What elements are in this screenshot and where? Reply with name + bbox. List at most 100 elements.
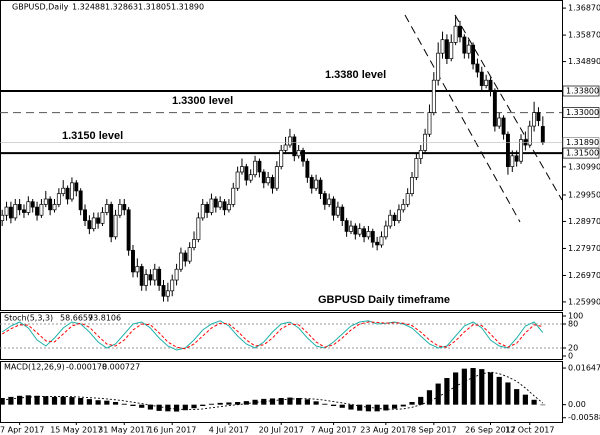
candle-body xyxy=(353,225,358,235)
macd-bar xyxy=(139,404,145,408)
candle-body xyxy=(117,204,122,216)
macd-bar xyxy=(383,404,389,411)
candle-body xyxy=(152,268,157,281)
macd-bar xyxy=(540,404,546,406)
candle-body xyxy=(410,177,414,194)
x-tick-label: 15 May 2017 xyxy=(50,426,102,435)
macd-bar xyxy=(313,401,319,405)
candle-body xyxy=(458,25,462,38)
candle-body xyxy=(292,136,297,157)
stoch-name: Stoch(5,3,3) xyxy=(4,314,53,323)
annotation: 1.3150 level xyxy=(62,130,123,142)
candle-body xyxy=(235,171,240,189)
candle-body xyxy=(87,220,92,230)
macd-bar xyxy=(182,404,188,411)
candle-body xyxy=(91,217,96,230)
macd-tick-label: -0.005881 xyxy=(568,413,600,422)
macd-bar xyxy=(112,402,119,405)
y-tick-label: 1.28970 xyxy=(568,217,600,226)
macd-bar xyxy=(173,404,180,412)
candle-body xyxy=(466,44,471,54)
candle-body xyxy=(56,193,61,205)
macd-bar xyxy=(357,404,363,411)
symbol: GBPUSD,Daily xyxy=(12,3,69,12)
candle-body xyxy=(48,198,53,211)
channel-line xyxy=(454,14,563,201)
candle-body xyxy=(484,79,489,86)
macd-bar xyxy=(296,398,302,405)
candle-body xyxy=(370,231,375,243)
macd-bar xyxy=(95,400,101,405)
macd-bar xyxy=(470,368,476,405)
candle-body xyxy=(436,52,441,81)
candle-body xyxy=(514,155,519,162)
macd-bar xyxy=(17,395,23,405)
annotation: 1.3380 level xyxy=(325,69,386,81)
macd-bar xyxy=(261,398,267,405)
candle-body xyxy=(270,177,275,189)
macd-name: MACD(12,26,9) xyxy=(4,363,65,372)
candle-body xyxy=(74,182,79,192)
candle-body xyxy=(305,160,310,178)
stoch-frame xyxy=(0,312,563,360)
macd-bar xyxy=(330,404,337,406)
candle-body xyxy=(122,204,127,211)
close-label: 1.31890 xyxy=(171,3,204,12)
stoch-line xyxy=(1,320,544,351)
candle-body xyxy=(427,112,432,135)
candle-body xyxy=(335,206,340,216)
y-tick-label: 1.25990 xyxy=(568,297,600,306)
macd-bar xyxy=(505,382,511,405)
macd-bar xyxy=(453,372,459,405)
macd-bar xyxy=(43,396,49,405)
candle-body xyxy=(340,206,345,221)
stoch-main-value: 58.6659 xyxy=(60,314,93,323)
candle-body xyxy=(261,171,266,184)
candle-body xyxy=(8,206,13,219)
candle-body xyxy=(322,193,327,205)
candle-body xyxy=(131,249,135,273)
macd-bar xyxy=(418,396,424,405)
candle-body xyxy=(257,160,262,173)
macd-bar xyxy=(365,404,372,412)
candle-body xyxy=(192,239,196,248)
macd-bar xyxy=(156,404,162,411)
candle-body xyxy=(383,225,388,238)
y-tick-label: 1.29950 xyxy=(568,190,600,199)
candle-body xyxy=(279,150,284,167)
candle-body xyxy=(287,136,292,146)
candle-body xyxy=(440,39,445,54)
candle-body xyxy=(213,198,218,208)
candle-body xyxy=(418,150,423,159)
candle-body xyxy=(375,241,380,246)
macd-bar xyxy=(165,404,171,412)
candle-body xyxy=(22,209,26,213)
macd-bar xyxy=(51,396,58,405)
level-label: 1.31500 xyxy=(566,149,599,158)
candle-body xyxy=(414,158,419,178)
candle-body xyxy=(240,166,244,173)
level-label: 1.33000 xyxy=(566,108,599,117)
x-tick-label: 8 Sep 2017 xyxy=(411,426,457,435)
macd-bar xyxy=(226,402,232,405)
candle-body xyxy=(309,177,314,189)
candle-body xyxy=(401,204,406,211)
candle-body xyxy=(231,187,236,205)
candle-body xyxy=(392,214,397,221)
candle-body xyxy=(96,217,101,224)
macd-bar xyxy=(69,397,75,405)
macd-bar xyxy=(400,404,406,407)
candle-body xyxy=(462,36,467,54)
candle-body xyxy=(183,252,188,262)
x-tick-label: 27 Apr 2017 xyxy=(0,426,44,435)
macd-bar xyxy=(409,402,415,405)
macd-bar xyxy=(121,403,127,405)
candle-body xyxy=(505,133,510,167)
macd-bar xyxy=(208,403,215,405)
x-tick-label: 20 Jul 2017 xyxy=(259,426,304,435)
candle-body xyxy=(218,201,223,208)
stoch-signal-value: 73.8106 xyxy=(88,314,121,323)
macd-tick-label: 0.016477 xyxy=(568,364,600,373)
candle-body xyxy=(331,198,336,216)
